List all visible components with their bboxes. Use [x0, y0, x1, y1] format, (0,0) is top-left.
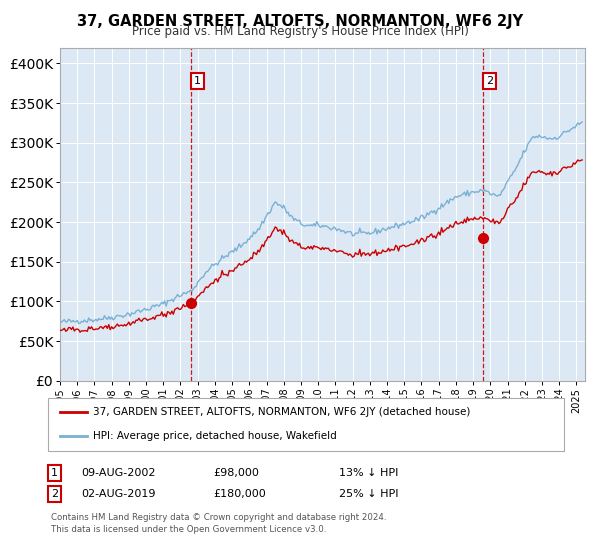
Text: 25% ↓ HPI: 25% ↓ HPI	[339, 489, 398, 499]
Text: £98,000: £98,000	[213, 468, 259, 478]
Text: Price paid vs. HM Land Registry's House Price Index (HPI): Price paid vs. HM Land Registry's House …	[131, 25, 469, 38]
Text: 37, GARDEN STREET, ALTOFTS, NORMANTON, WF6 2JY (detached house): 37, GARDEN STREET, ALTOFTS, NORMANTON, W…	[93, 408, 470, 418]
Text: Contains HM Land Registry data © Crown copyright and database right 2024.: Contains HM Land Registry data © Crown c…	[51, 514, 386, 522]
Text: £180,000: £180,000	[213, 489, 266, 499]
Text: HPI: Average price, detached house, Wakefield: HPI: Average price, detached house, Wake…	[93, 431, 337, 441]
Text: 37, GARDEN STREET, ALTOFTS, NORMANTON, WF6 2JY: 37, GARDEN STREET, ALTOFTS, NORMANTON, W…	[77, 14, 523, 29]
Text: 09-AUG-2002: 09-AUG-2002	[81, 468, 155, 478]
Text: 1: 1	[51, 468, 58, 478]
Text: 1: 1	[194, 76, 201, 86]
Text: 2: 2	[485, 76, 493, 86]
Text: 02-AUG-2019: 02-AUG-2019	[81, 489, 155, 499]
Text: 13% ↓ HPI: 13% ↓ HPI	[339, 468, 398, 478]
Text: 2: 2	[51, 489, 58, 499]
Text: This data is licensed under the Open Government Licence v3.0.: This data is licensed under the Open Gov…	[51, 525, 326, 534]
